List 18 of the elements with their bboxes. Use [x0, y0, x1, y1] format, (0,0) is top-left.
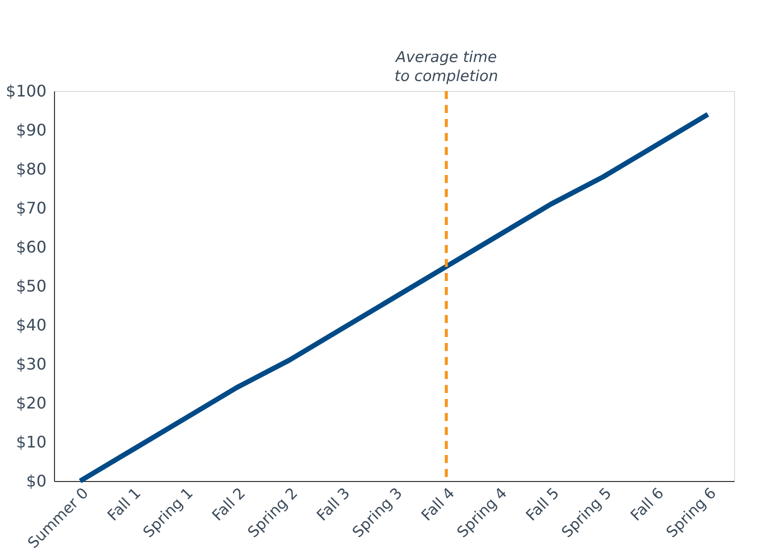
y-tick-label: $10	[16, 432, 46, 452]
y-tick-label: $40	[16, 316, 46, 334]
x-tick-label: Fall 6	[626, 484, 668, 524]
y-tick-label: $20	[16, 394, 46, 412]
x-tick-label: Fall 5	[522, 484, 563, 524]
y-tick-label: $30	[16, 354, 46, 374]
y-tick-label: $50	[16, 276, 46, 296]
y-tick-label: $0	[26, 472, 46, 490]
x-tick-label: Fall 3	[313, 484, 354, 524]
y-tick-label: $90	[16, 120, 46, 140]
y-tick-label: $60	[16, 238, 46, 256]
y-tick-label: $80	[16, 160, 46, 178]
x-tick-label: Fall 2	[208, 484, 249, 524]
ref-line-label: Average time to completion	[394, 48, 498, 85]
y-tick-label: $70	[16, 198, 46, 218]
y-tick-label: $100	[6, 82, 46, 100]
x-tick-label: Fall 1	[104, 484, 144, 524]
x-tick-label: Fall 4	[418, 484, 458, 524]
